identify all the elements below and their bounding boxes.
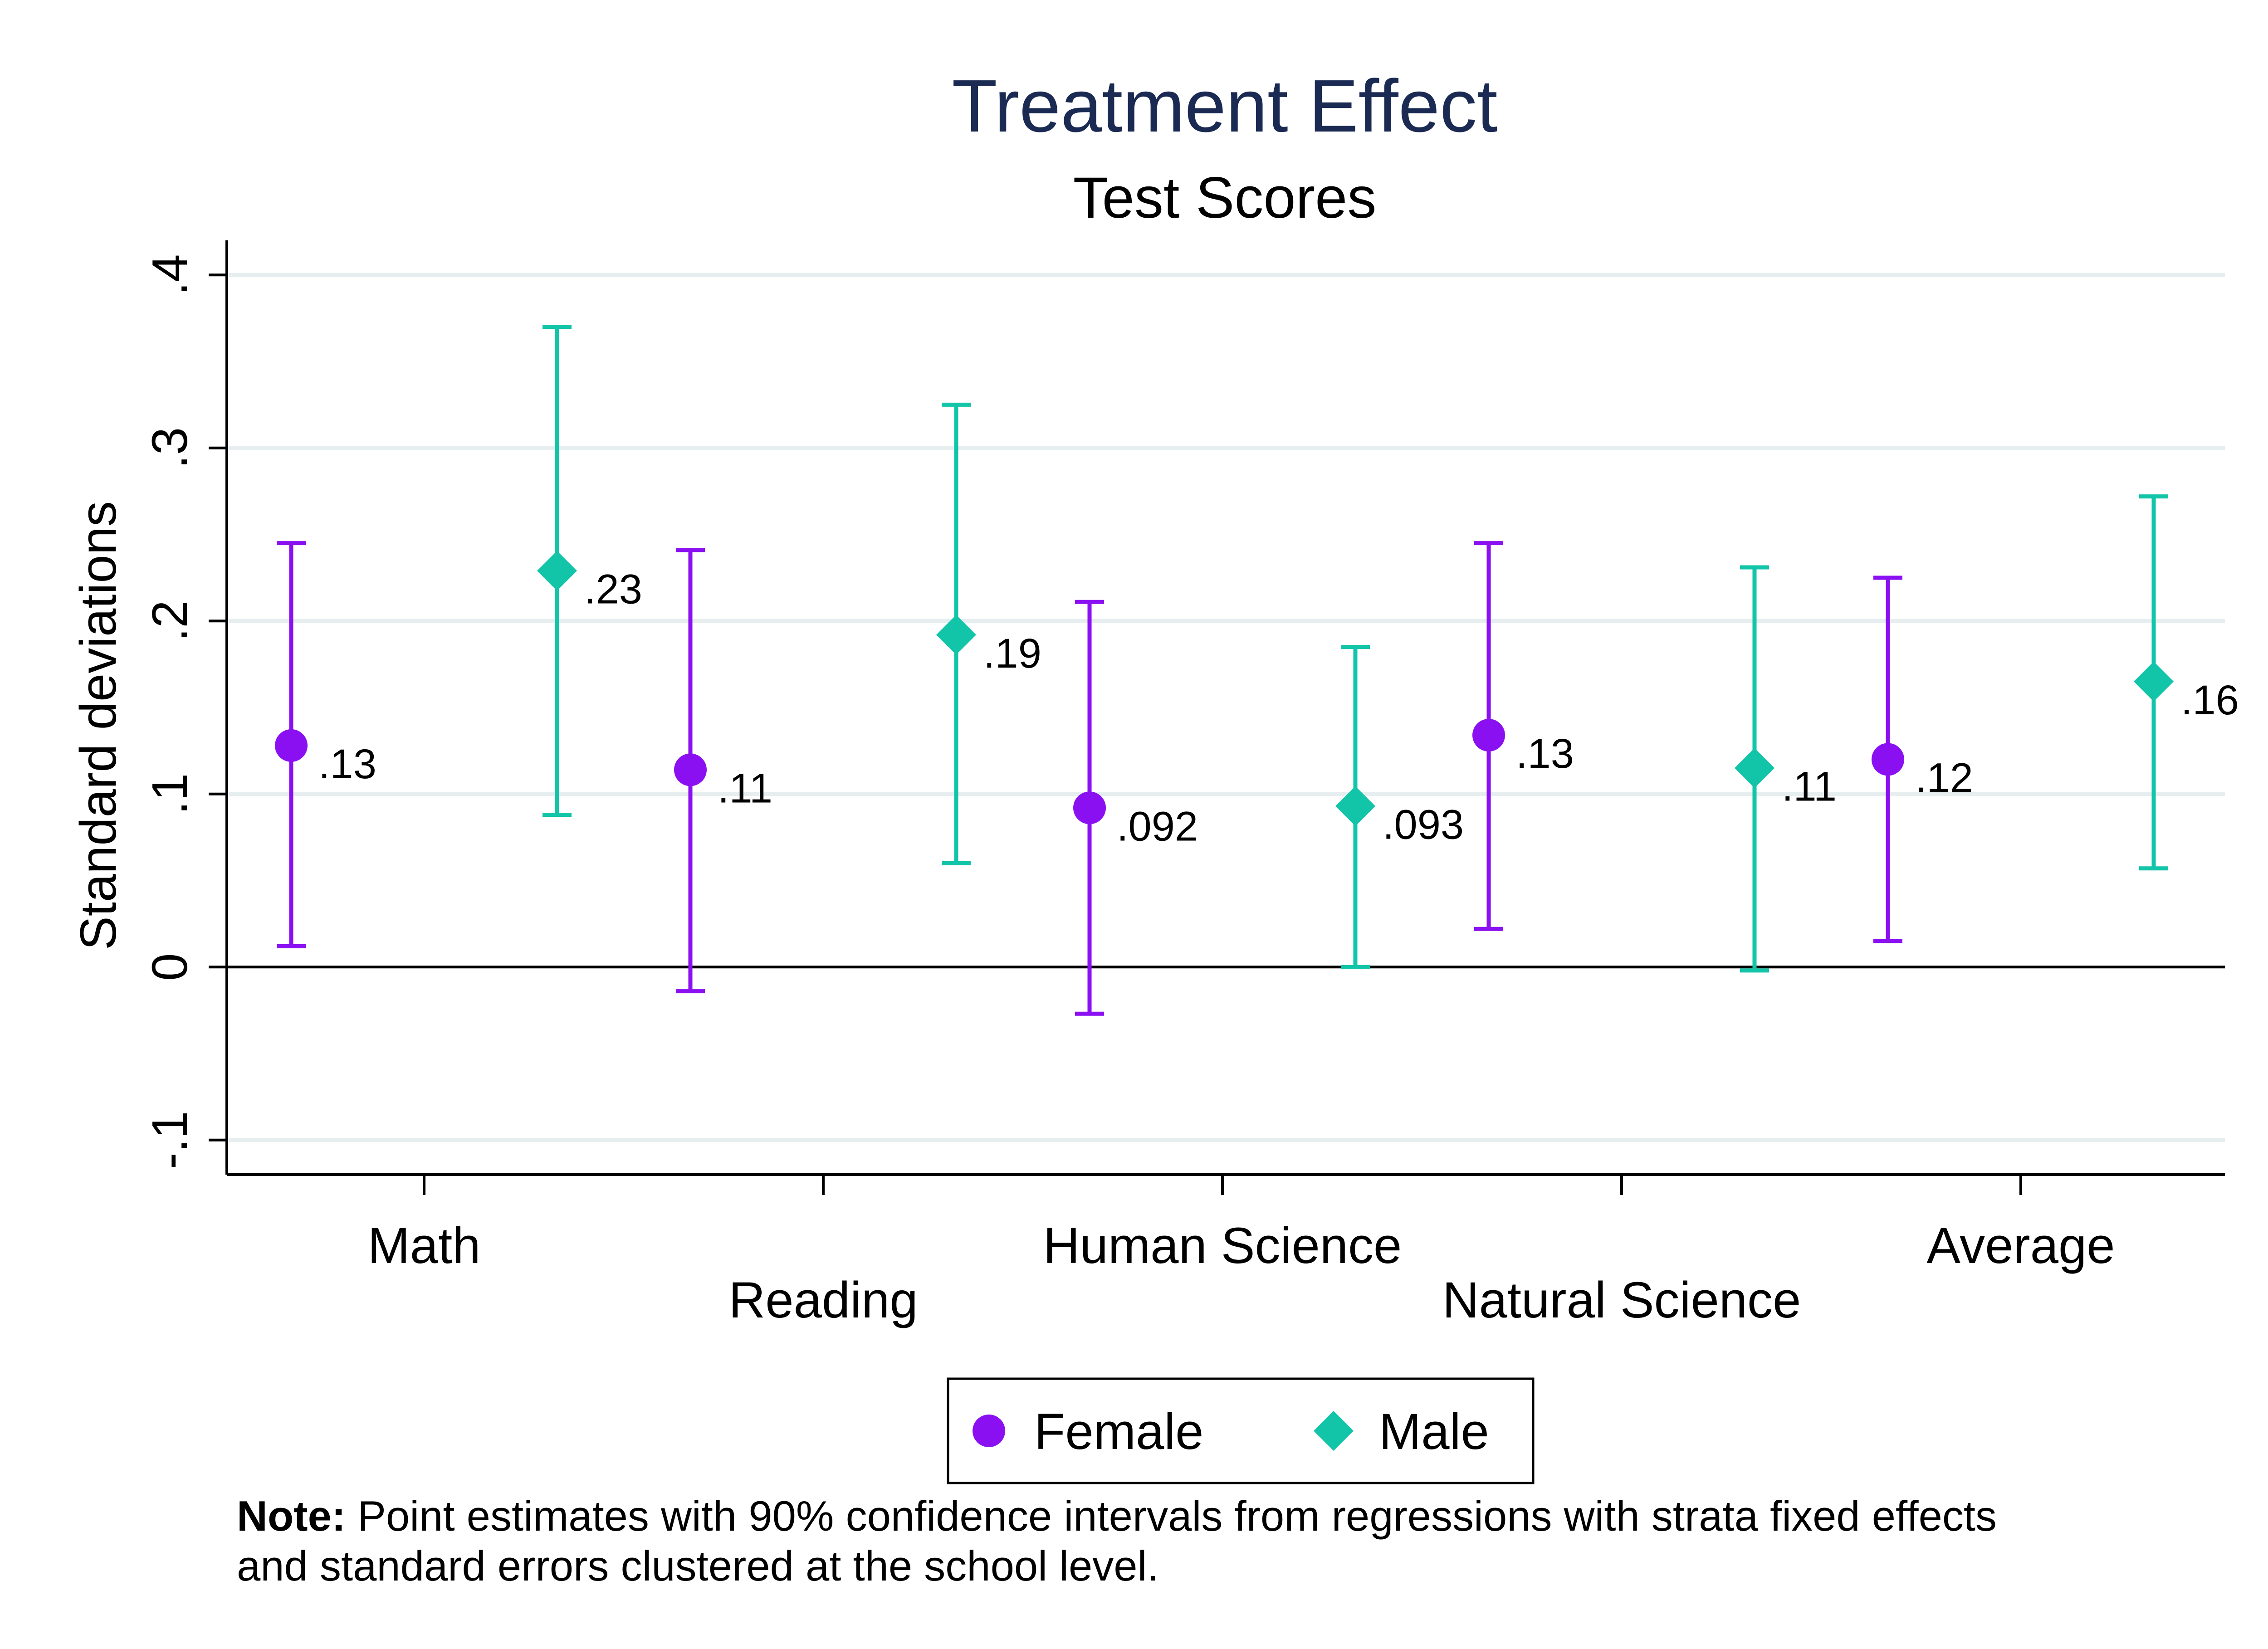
point-male [537,551,577,591]
chart-subtitle: Test Scores [1073,166,1377,230]
chart-title: Treatment Effect [952,64,1497,147]
note-line-2: and standard errors clustered at the sch… [237,1542,1159,1590]
point-female [1472,719,1505,752]
x-tick-label: Reading [728,1272,918,1328]
x-tick-label: Math [368,1217,481,1274]
data-label: .11 [1782,764,1837,810]
legend-female-marker [973,1415,1005,1447]
data-marks: .13 .11 .092 .13 .12 .23 .19 .093 .11 .16 [275,325,2239,1016]
note-bold-label: Note: [237,1492,346,1540]
y-tick-label: .1 [142,773,198,815]
point-male [936,615,976,655]
note-line-1: Note: Point estimates with 90% confidenc… [237,1492,1997,1540]
data-label: .23 [584,566,642,613]
x-tick-label: Average [1926,1217,2115,1274]
y-tick-label: -.1 [142,1111,198,1169]
y-axis-label: Standard deviations [70,501,127,950]
data-label: .11 [718,765,772,811]
point-male [2134,661,2174,702]
y-axis-ticks: -.1 0 .1 .2 .3 .4 [142,254,227,1169]
data-label: .19 [983,630,1041,677]
note-text-1: Point estimates with 90% confidence inte… [346,1492,1997,1540]
legend-box [947,1377,1535,1484]
legend: Female Male [947,1377,1535,1484]
legend-female-label: Female [1034,1403,1203,1460]
point-male [1335,786,1375,826]
point-female [275,729,308,762]
data-label: .13 [1516,731,1574,777]
data-label: .12 [1915,755,1973,801]
data-label: .16 [2181,677,2239,723]
data-label: .093 [1383,801,1464,848]
legend-male-marker [1314,1411,1354,1451]
point-female [674,753,707,786]
data-label: .092 [1117,803,1198,849]
x-tick-label: Human Science [1043,1217,1402,1274]
y-tick-label: .2 [142,600,198,642]
axes [225,240,2225,1176]
legend-male-label: Male [1379,1403,1489,1460]
data-label: .13 [318,741,376,787]
y-tick-label: 0 [142,953,198,981]
grid-lines [227,273,2225,1142]
y-tick-label: .4 [142,254,198,296]
x-tick-label: Natural Science [1442,1272,1801,1328]
point-male [1735,748,1774,788]
point-female [1073,791,1106,824]
y-tick-label: .3 [142,427,198,469]
x-axis-ticks: Math Reading Human Science Natural Science A… [368,1175,2115,1328]
point-female [1872,743,1904,776]
